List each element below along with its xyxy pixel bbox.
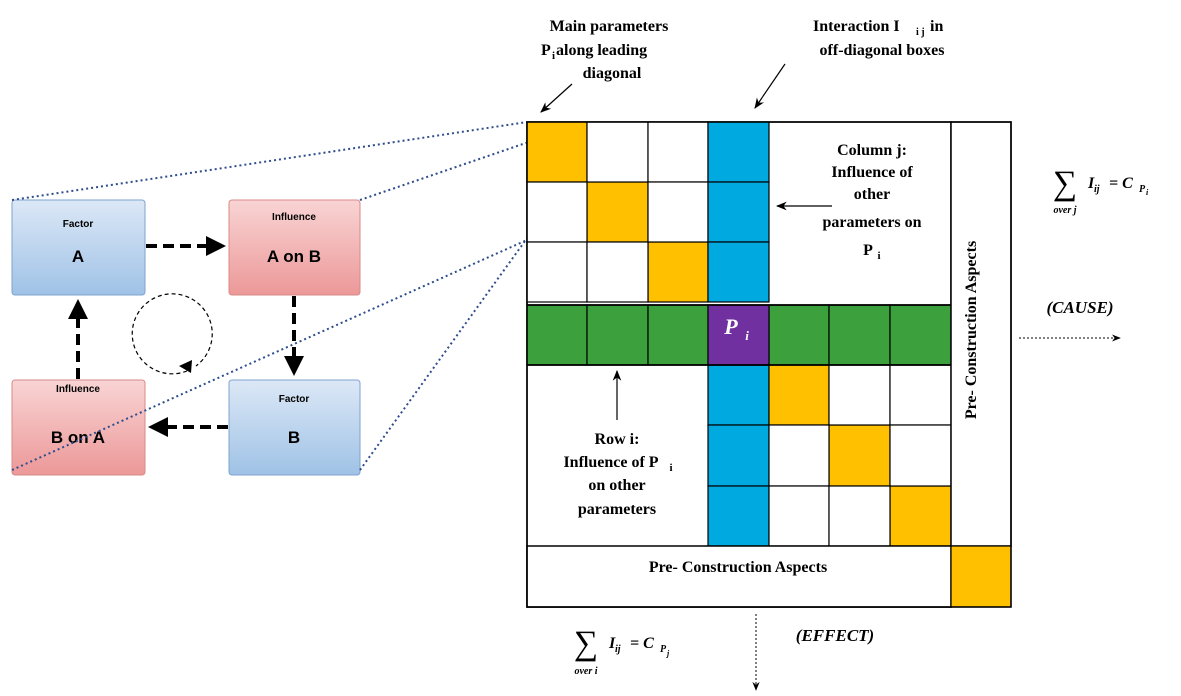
column-note: Column j: Influence of other parameters … — [822, 142, 921, 262]
column-cell — [707, 181, 770, 243]
column-note-sub: i — [877, 250, 880, 262]
annotation-text: along leading — [556, 42, 647, 59]
bottom-band-label: Pre- Construction Aspects — [649, 559, 827, 576]
diagonal-cell — [950, 545, 1012, 608]
column-note-line: parameters on — [822, 214, 921, 231]
influence-ba-small-label: Influence — [56, 384, 100, 395]
row-cell — [586, 304, 649, 366]
bottom-band — [526, 545, 952, 608]
factor-b-box: Factor B — [228, 379, 361, 476]
sigma-under: over j — [1053, 205, 1076, 216]
sigma-under: over i — [574, 666, 597, 677]
annotation-sub: i — [552, 50, 555, 62]
sigma-symbol: ∑ — [574, 625, 598, 662]
diagonal-cell — [828, 424, 891, 487]
column-note-line: Column j: — [837, 142, 907, 159]
formula-result-sub: P — [660, 644, 667, 655]
annotation-text: P — [541, 42, 551, 59]
column-cell — [707, 424, 770, 487]
column-cell — [707, 485, 770, 547]
factor-b-label: B — [288, 428, 300, 447]
influence-ab-label: A on B — [267, 247, 321, 266]
row-cell — [889, 304, 952, 366]
right-band-label: Pre- Construction Aspects — [963, 241, 980, 419]
formula-result-sub: P — [1139, 184, 1146, 195]
row-note-line: Row i: — [595, 431, 640, 448]
formula-result-subsub: j — [665, 649, 670, 658]
main-params-annotation: Main parameters P i along leading diagon… — [540, 18, 669, 113]
formula-term-sub: ij — [1094, 184, 1100, 195]
diagonal-cell — [526, 121, 588, 183]
pointer-arrow-icon — [540, 83, 573, 113]
row-note-line: Influence of P — [563, 454, 658, 471]
row-cell — [768, 304, 830, 366]
pointer-arrow-icon — [754, 63, 786, 109]
annotation-text: in — [930, 18, 943, 35]
annotation-text: off-diagonal boxes — [820, 42, 945, 59]
annotation-text: Main parameters — [550, 18, 669, 35]
diagonal-cell — [586, 181, 649, 243]
causal-loop: Factor A Influence A on B Factor B Influ… — [11, 199, 361, 476]
formula-term: I — [1087, 175, 1095, 192]
annotation-text: diagonal — [583, 65, 642, 82]
interaction-annotation: Interaction I i j in off-diagonal boxes — [754, 18, 945, 109]
influence-b-on-a-box: Influence B on A — [11, 379, 146, 476]
center-label-sub: i — [745, 328, 749, 343]
row-note-line: parameters — [578, 501, 656, 518]
factor-b-small-label: Factor — [279, 394, 310, 405]
formula-term-sub: ij — [615, 644, 621, 655]
column-note-line: Influence of — [831, 164, 913, 181]
formula-eq: = C — [630, 635, 654, 652]
matrix: P i Pre- Construction Aspects Pre- Const… — [526, 121, 1012, 608]
row-sum-formula: ∑ over j I ij = C P i — [1053, 165, 1149, 216]
row-note-sub: i — [669, 462, 672, 474]
diagonal-cell — [768, 364, 830, 426]
right-band — [950, 121, 1012, 547]
formula-term: I — [608, 635, 616, 652]
formula-result-subsub: i — [1146, 188, 1149, 197]
factor-a-label: A — [72, 247, 84, 266]
column-cell — [707, 241, 770, 303]
influence-ba-label: B on A — [51, 428, 105, 447]
annotation-sub: i j — [916, 27, 925, 38]
cause-label: (CAUSE) — [1046, 298, 1113, 317]
circular-arrow-icon — [131, 293, 213, 375]
row-note-line: on other — [588, 477, 645, 494]
col-sum-formula: ∑ over i I ij = C P j — [574, 625, 670, 677]
cause-annotation: (CAUSE) — [1019, 298, 1121, 342]
effect-annotation: (EFFECT) — [752, 614, 874, 691]
row-cell — [526, 304, 588, 366]
annotation-text: Interaction I — [813, 18, 900, 35]
factor-a-small-label: Factor — [63, 219, 94, 230]
row-cell — [828, 304, 891, 366]
column-cell — [707, 121, 770, 183]
diagonal-cell — [889, 485, 952, 547]
center-label: P — [723, 314, 738, 339]
factor-a-box: Factor A — [11, 199, 146, 296]
diagonal-cell — [647, 241, 709, 303]
column-note-line: P — [863, 242, 873, 259]
column-cell — [707, 364, 770, 426]
effect-label: (EFFECT) — [796, 626, 874, 645]
row-note: Row i: Influence of P i on other paramet… — [563, 431, 672, 518]
center-cell — [707, 304, 770, 366]
formula-eq: = C — [1109, 175, 1133, 192]
sigma-symbol: ∑ — [1053, 165, 1077, 202]
influence-ab-small-label: Influence — [272, 212, 316, 223]
column-note-line: other — [854, 186, 890, 203]
row-cell — [647, 304, 709, 366]
influence-a-on-b-box: Influence A on B — [228, 199, 361, 296]
